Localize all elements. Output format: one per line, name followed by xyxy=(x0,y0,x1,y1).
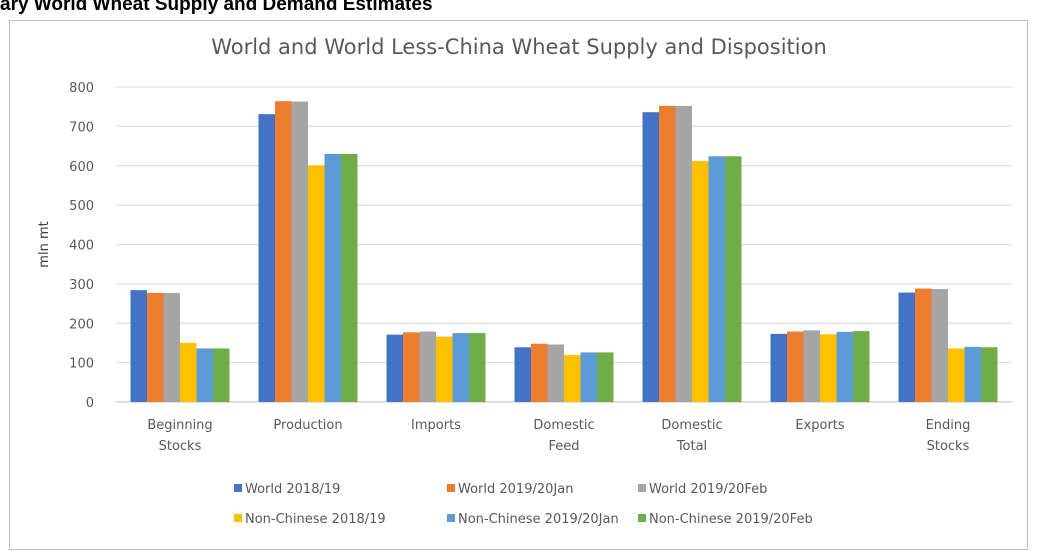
bar xyxy=(386,334,403,402)
bar xyxy=(898,292,915,402)
bar xyxy=(725,156,742,402)
legend-swatch xyxy=(638,514,646,522)
bar xyxy=(580,352,597,402)
bar xyxy=(130,290,147,402)
y-tick-label: 200 xyxy=(69,317,94,332)
bar xyxy=(692,161,709,402)
legend-label: Non-Chinese 2018/19 xyxy=(245,512,386,527)
x-tick-label: Ending xyxy=(926,418,971,433)
bar xyxy=(564,355,581,402)
legend-label: World 2019/20Jan xyxy=(458,482,573,497)
bar xyxy=(659,105,676,403)
bar xyxy=(915,288,932,402)
bar xyxy=(308,165,325,402)
bar xyxy=(981,347,998,402)
bar xyxy=(196,348,213,402)
bar xyxy=(820,334,837,402)
bar xyxy=(642,112,659,402)
bar xyxy=(147,292,164,402)
bar xyxy=(836,331,853,402)
bar xyxy=(597,352,614,402)
legend-swatch xyxy=(447,514,455,522)
bar xyxy=(341,153,358,402)
y-tick-label: 300 xyxy=(69,278,94,293)
bar xyxy=(324,153,341,402)
bar xyxy=(403,332,420,402)
page-heading: ary World Wheat Supply and Demand Estima… xyxy=(0,0,433,15)
bar xyxy=(291,101,308,402)
bar-chart: World and World Less-China Wheat Supply … xyxy=(37,35,1012,527)
bar xyxy=(675,105,692,403)
y-tick-label: 500 xyxy=(69,199,94,214)
bar xyxy=(547,344,564,402)
legend-label: World 2018/19 xyxy=(245,482,340,497)
chart-title: World and World Less-China Wheat Supply … xyxy=(211,35,827,59)
legend-swatch xyxy=(638,484,646,492)
legend-swatch xyxy=(234,514,242,522)
bar xyxy=(948,348,965,402)
bar xyxy=(180,342,197,402)
legend-label: Non-Chinese 2019/20Feb xyxy=(649,512,813,527)
bar xyxy=(708,156,725,402)
bar xyxy=(770,333,787,402)
y-axis-label: mln mt xyxy=(37,221,52,267)
x-tick-label: Exports xyxy=(795,418,845,433)
legend-label: World 2019/20Feb xyxy=(649,482,767,497)
y-tick-label: 400 xyxy=(69,239,94,254)
bar xyxy=(853,331,870,402)
y-tick-label: 600 xyxy=(69,160,94,175)
x-tick-label: Domestic xyxy=(533,418,594,433)
y-tick-label: 0 xyxy=(86,396,94,411)
x-tick-label: Total xyxy=(676,439,707,454)
bar xyxy=(275,101,292,403)
x-tick-label: Stocks xyxy=(159,439,202,454)
x-tick-label: Stocks xyxy=(927,439,970,454)
bar xyxy=(787,331,804,402)
bar xyxy=(213,348,230,402)
bar xyxy=(514,347,531,402)
y-tick-label: 800 xyxy=(69,81,94,96)
bar xyxy=(803,330,820,402)
bar xyxy=(964,346,981,402)
x-tick-label: Production xyxy=(273,418,342,433)
legend-swatch xyxy=(234,484,242,492)
y-tick-label: 100 xyxy=(69,357,94,372)
x-tick-label: Feed xyxy=(548,439,579,454)
bar xyxy=(469,333,486,402)
bar xyxy=(436,336,453,402)
x-tick-label: Domestic xyxy=(661,418,722,433)
x-tick-label: Imports xyxy=(411,418,461,433)
x-tick-label: Beginning xyxy=(147,418,212,433)
bar xyxy=(531,343,548,402)
chart-frame: World and World Less-China Wheat Supply … xyxy=(9,20,1028,550)
y-tick-label: 700 xyxy=(69,120,94,135)
bar xyxy=(419,331,436,402)
bar xyxy=(258,114,275,402)
legend-label: Non-Chinese 2019/20Jan xyxy=(458,512,619,527)
bar xyxy=(931,288,948,402)
bar xyxy=(452,333,469,402)
bar xyxy=(163,292,180,402)
legend-swatch xyxy=(447,484,455,492)
